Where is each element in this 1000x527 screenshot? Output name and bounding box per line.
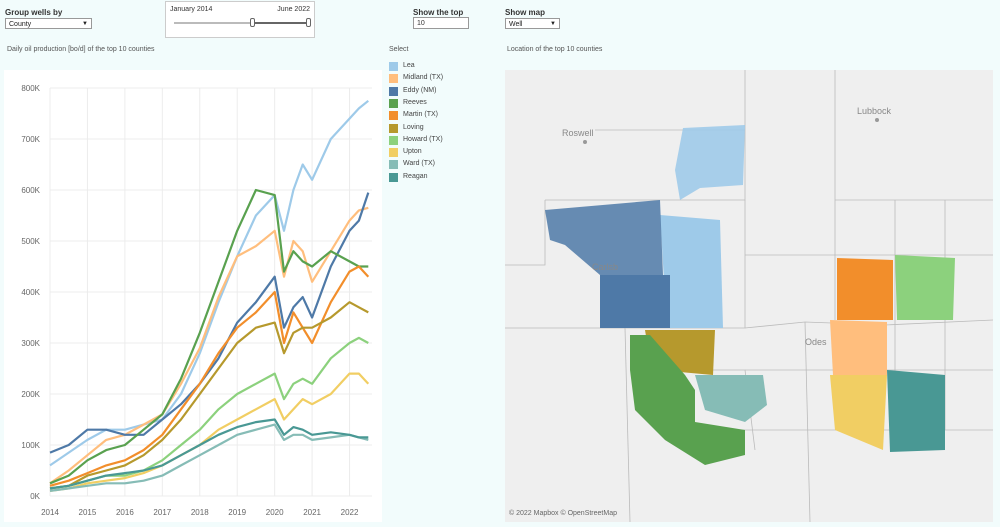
map-title: Location of the top 10 counties <box>507 46 603 53</box>
map-label-lubbock: Lubbock <box>857 106 892 116</box>
series-line-martin-tx[interactable] <box>49 265 370 487</box>
show-map-label: Show map <box>505 8 546 17</box>
legend-swatch <box>389 123 398 133</box>
series-line-reeves[interactable] <box>49 188 369 485</box>
chevron-down-icon: ▼ <box>550 21 556 27</box>
legend-swatch <box>389 148 398 158</box>
series-line-lea[interactable] <box>49 99 369 467</box>
series-line-loving[interactable] <box>49 301 369 490</box>
slider-start-label: January 2014 <box>170 6 213 13</box>
x-tick-label: 2018 <box>191 508 209 517</box>
legend-swatch <box>389 111 398 121</box>
chevron-down-icon: ▼ <box>82 21 88 27</box>
series-line-upton[interactable] <box>49 372 370 492</box>
slider-end-handle[interactable] <box>306 18 311 27</box>
show-top-label: Show the top <box>413 8 464 17</box>
y-tick-label: 0K <box>30 492 40 501</box>
show-map-value: Well <box>509 21 523 28</box>
y-tick-label: 200K <box>21 390 40 399</box>
map-label-odessa: Odes <box>805 337 827 347</box>
group-wells-value: County <box>9 21 32 28</box>
y-tick-label: 300K <box>21 339 40 348</box>
legend-label: Martin (TX) <box>403 111 438 119</box>
slider-track <box>174 22 308 24</box>
legend-label: Ward (TX) <box>403 160 436 168</box>
map-panel[interactable]: Roswell Lubbock Carlsb Odes <box>505 70 993 522</box>
x-tick-label: 2015 <box>79 508 97 517</box>
slider-start-handle[interactable] <box>250 18 255 27</box>
group-wells-label: Group wells by <box>5 8 63 17</box>
legend-swatch <box>389 98 398 108</box>
legend-label: Howard (TX) <box>403 135 443 143</box>
chart-panel: 0K 100K 200K 300K 400K 500K 600K 700K 800K 2014 20… <box>4 70 382 522</box>
series-line-midland-tx[interactable] <box>49 206 369 485</box>
county-wells <box>545 125 955 465</box>
chart-title: Daily oil production [bo/d] of the top 1… <box>7 46 155 53</box>
x-tick-label: 2014 <box>41 508 59 517</box>
legend-swatch <box>389 74 398 84</box>
group-wells-select[interactable]: County ▼ <box>5 18 92 29</box>
date-range-slider[interactable]: January 2014 June 2022 <box>165 1 315 38</box>
show-map-select[interactable]: Well ▼ <box>505 18 560 29</box>
legend-swatch <box>389 160 398 170</box>
legend-swatch <box>389 86 398 96</box>
y-tick-label: 800K <box>21 84 40 93</box>
county-map[interactable]: Roswell Lubbock Carlsb Odes <box>505 70 993 522</box>
series-line-eddy-nm[interactable] <box>49 192 370 454</box>
x-tick-label: 2016 <box>116 508 134 517</box>
legend-title: Select <box>389 46 409 53</box>
legend-label: Midland (TX) <box>403 74 444 82</box>
x-tick-label: 2022 <box>341 508 359 517</box>
legend-label: Upton <box>403 148 422 156</box>
legend-label: Reagan <box>403 172 428 180</box>
legend-swatch <box>389 135 398 145</box>
map-label-carlsbad: Carlsb <box>592 262 618 272</box>
slider-fill <box>253 22 308 24</box>
legend-label: Loving <box>403 123 424 131</box>
x-tick-label: 2017 <box>153 508 171 517</box>
city-dot-roswell <box>583 140 587 144</box>
series-line-ward-tx[interactable] <box>49 423 369 492</box>
y-tick-label: 500K <box>21 237 40 246</box>
y-tick-label: 600K <box>21 186 40 195</box>
production-line-chart: 0K 100K 200K 300K 400K 500K 600K 700K 800K 2014 20… <box>21 84 372 517</box>
series-line-howard-tx[interactable] <box>49 336 369 490</box>
x-tick-label: 2020 <box>266 508 284 517</box>
show-top-input[interactable]: 10 <box>413 17 469 29</box>
map-credit: © 2022 Mapbox © OpenStreetMap <box>509 510 617 517</box>
legend-swatch <box>389 62 398 71</box>
x-tick-label: 2019 <box>228 508 246 517</box>
legend-label: Lea <box>403 62 415 69</box>
x-tick-label: 2021 <box>303 508 321 517</box>
legend-label: Reeves <box>403 98 427 106</box>
series-line-reagan[interactable] <box>49 418 369 490</box>
map-label-roswell: Roswell <box>562 128 594 138</box>
y-tick-label: 700K <box>21 135 40 144</box>
y-tick-label: 100K <box>21 441 40 450</box>
y-tick-label: 400K <box>21 288 40 297</box>
legend-label: Eddy (NM) <box>403 86 437 94</box>
slider-end-label: June 2022 <box>277 6 310 13</box>
city-dot-lubbock <box>875 118 879 122</box>
legend-swatch <box>389 172 398 182</box>
